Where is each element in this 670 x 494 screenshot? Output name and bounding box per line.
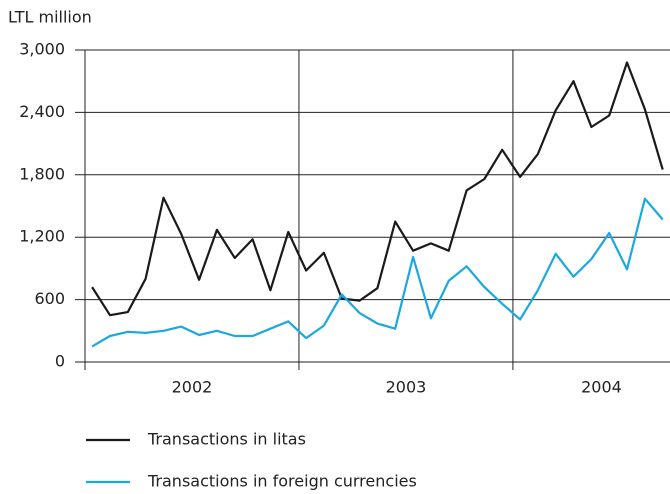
- line-series: [91, 197, 664, 348]
- x-tick-label: 2004: [581, 378, 622, 397]
- x-tick-label: 2003: [386, 378, 427, 397]
- legend-label: Transactions in litas: [147, 430, 306, 449]
- y-tick-label: 1,200: [19, 227, 65, 246]
- y-tick-label: 0: [55, 352, 65, 371]
- y-tick-label: 3,000: [19, 40, 65, 59]
- x-tick-label: 2002: [172, 378, 213, 397]
- y-tick-label: 600: [34, 289, 65, 308]
- line-series: [91, 61, 664, 317]
- y-tick-label: 2,400: [19, 102, 65, 121]
- y-axis-label: LTL million: [8, 8, 92, 27]
- y-tick-label: 1,800: [19, 164, 65, 183]
- legend-label: Transactions in foreign currencies: [147, 472, 417, 491]
